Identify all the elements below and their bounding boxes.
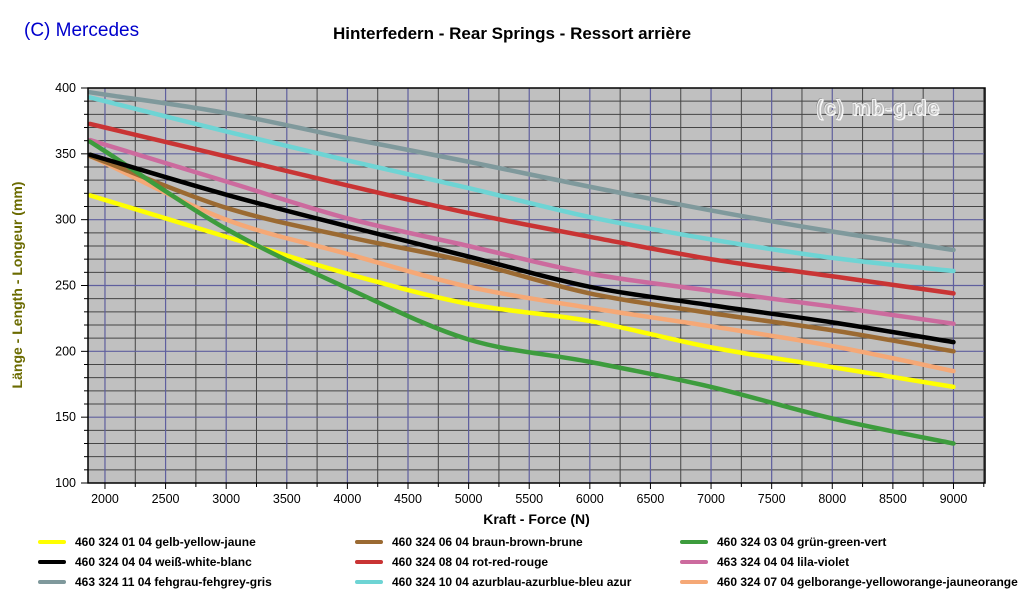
legend-column: 460 324 06 04 braun-brown-brune 460 324 0… (355, 532, 631, 592)
x-tick-label: 6000 (576, 492, 604, 506)
x-tick-label: 7500 (758, 492, 786, 506)
legend-item: 460 324 10 04 azurblau-azurblue-bleu azu… (355, 572, 631, 592)
x-tick-label: 6500 (637, 492, 665, 506)
y-tick-label: 100 (55, 476, 76, 490)
legend-item: 460 324 04 04 weiß-white-blanc (38, 552, 272, 572)
legend-swatch-icon (355, 580, 383, 584)
page-title: Hinterfedern - Rear Springs - Ressort ar… (332, 24, 692, 43)
series-line-7 (87, 139, 956, 446)
series-line-4 (87, 153, 956, 354)
legend-swatch-icon (680, 560, 708, 564)
series-line-1 (87, 193, 956, 390)
legend-swatch-icon (680, 580, 708, 584)
y-tick-label: 350 (55, 147, 76, 161)
y-tick-label: 250 (55, 279, 76, 293)
legend-label: 463 324 11 04 fehgrau-fehgrey-gris (75, 575, 272, 589)
legend-swatch-icon (38, 540, 66, 544)
legend-item: 460 324 07 04 gelborange-yelloworange-ja… (680, 572, 1018, 592)
x-tick-label: 7000 (697, 492, 725, 506)
x-tick-label: 3000 (212, 492, 240, 506)
legend-swatch-icon (38, 560, 66, 564)
x-tick-label: 5500 (515, 492, 543, 506)
x-axis-title: Kraft - Force (N) (483, 511, 590, 527)
legend-item: 463 324 11 04 fehgrau-fehgrey-gris (38, 572, 272, 592)
y-tick-label: 200 (55, 344, 76, 358)
y-tick-label: 300 (55, 213, 76, 227)
series-line-6 (87, 95, 956, 274)
x-tick-label: 2000 (91, 492, 119, 506)
series-line-8 (87, 137, 956, 326)
legend-label: 460 324 01 04 gelb-yellow-jaune (75, 535, 256, 549)
legend-item: 460 324 06 04 braun-brown-brune (355, 532, 631, 552)
x-tick-label: 5000 (455, 492, 483, 506)
legend-label: 463 324 04 04 lila-violet (717, 555, 850, 569)
legend-column: 460 324 01 04 gelb-yellow-jaune 460 324 0… (38, 532, 272, 592)
legend: 460 324 01 04 gelb-yellow-jaune 460 324 0… (0, 0, 1024, 589)
legend-item: 460 324 01 04 gelb-yellow-jaune (38, 532, 272, 552)
y-tick-label: 400 (55, 81, 76, 95)
legend-label: 460 324 10 04 azurblau-azurblue-bleu azu… (392, 575, 632, 589)
legend-label: 460 324 07 04 gelborange-yelloworange-ja… (717, 575, 1018, 589)
legend-swatch-icon (355, 540, 383, 544)
x-tick-label: 2500 (152, 492, 180, 506)
x-tick-label: 8500 (879, 492, 907, 506)
series-line-5 (87, 121, 956, 296)
series-line-3 (87, 90, 956, 253)
legend-item: 463 324 04 04 lila-violet (680, 552, 1018, 572)
legend-swatch-icon (38, 580, 66, 584)
y-axis-title: Länge - Length - Longeur (mm) (9, 181, 25, 389)
legend-label: 460 324 08 04 rot-red-rouge (392, 555, 549, 569)
legend-item: 460 324 08 04 rot-red-rouge (355, 552, 631, 572)
x-tick-label: 4000 (333, 492, 361, 506)
y-tick-label: 150 (55, 410, 76, 424)
header-copyright: (C) Mercedes (24, 20, 140, 41)
legend-label: 460 324 03 04 grün-green-vert (717, 535, 887, 549)
x-tick-label: 8000 (818, 492, 846, 506)
legend-column: 460 324 03 04 grün-green-vert 463 324 04 … (680, 532, 1018, 592)
series-line-2 (87, 152, 956, 345)
x-tick-label: 9000 (940, 492, 968, 506)
legend-label: 460 324 04 04 weiß-white-blanc (75, 555, 252, 569)
spring-chart-plot: 2000 2500 3000 3500 4000 4500 5000 5500 6000 6500… (55, 81, 986, 506)
legend-item: 460 324 03 04 grün-green-vert (680, 532, 1018, 552)
x-tick-label: 3500 (273, 492, 301, 506)
legend-swatch-icon (680, 540, 708, 544)
x-tick-label: 4500 (394, 492, 422, 506)
legend-swatch-icon (355, 560, 383, 564)
legend-label: 460 324 06 04 braun-brown-brune (392, 535, 583, 549)
